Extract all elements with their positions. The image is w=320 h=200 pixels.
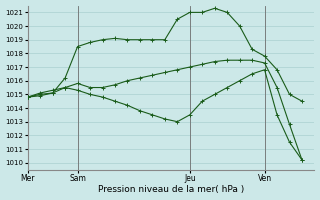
X-axis label: Pression niveau de la mer( hPa ): Pression niveau de la mer( hPa ) xyxy=(98,185,244,194)
